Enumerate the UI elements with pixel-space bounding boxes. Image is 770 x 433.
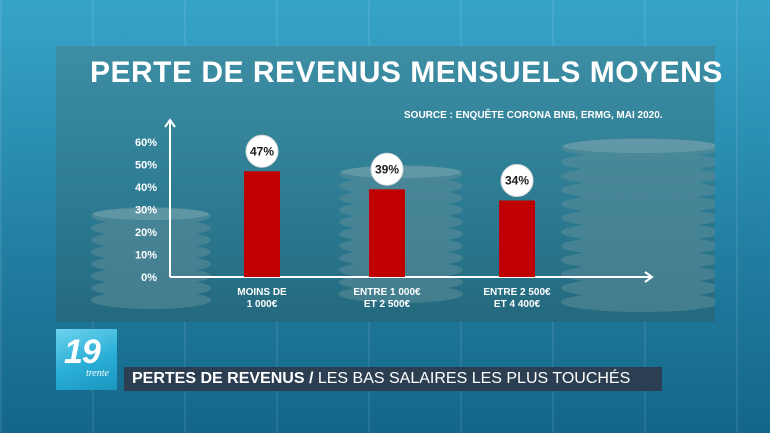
category-labels: MOINS DE1 000€ ENTRE 1 000€ET 2 500€ ENTRE…	[237, 287, 551, 310]
y-tick-label: 60%	[135, 137, 157, 149]
value-badge	[500, 164, 534, 197]
logo-subtitle: trente	[86, 368, 109, 379]
headline-bold: PERTES DE REVENUS	[132, 370, 305, 387]
chart-axes	[164, 118, 654, 283]
category-label: ENTRE 1 000€	[353, 287, 421, 298]
x-axis-arrow	[644, 271, 654, 283]
bar	[499, 200, 535, 277]
y-tick-labels: 0% 10% 20% 30% 40% 50% 60%	[135, 137, 157, 284]
bar	[244, 171, 280, 277]
value-label: 39%	[375, 162, 399, 176]
headline-separator: /	[308, 370, 314, 387]
chart-title: PERTE DE REVENUS MENSUELS MOYENS	[90, 56, 723, 89]
category-label: ENTRE 2 500€	[483, 287, 551, 298]
bars	[244, 171, 535, 277]
y-axis-arrow	[164, 118, 176, 128]
y-tick-label: 10%	[135, 250, 157, 262]
value-label: 47%	[250, 144, 274, 158]
value-badges: 47% 39% 34%	[245, 134, 534, 197]
chart-source: SOURCE : ENQUÊTE CORONA BNB, ERMG, MAI 2…	[404, 110, 663, 121]
category-label: ET 4 400€	[494, 299, 541, 310]
bar	[369, 189, 405, 277]
y-tick-label: 20%	[135, 227, 157, 239]
category-label: 1 000€	[247, 299, 278, 310]
value-badge	[370, 152, 404, 186]
value-label: 34%	[505, 174, 529, 188]
logo-number: 19	[64, 333, 101, 371]
lower-third-text: PERTES DE REVENUS / LES BAS SALAIRES LES…	[132, 370, 630, 388]
y-tick-label: 50%	[135, 160, 157, 172]
y-tick-label: 30%	[135, 205, 157, 217]
lower-third-banner: PERTES DE REVENUS / LES BAS SALAIRES LES…	[124, 367, 662, 391]
value-badge	[245, 134, 279, 168]
category-label: MOINS DE	[237, 287, 287, 298]
headline-rest: LES BAS SALAIRES LES PLUS TOUCHÉS	[317, 370, 631, 387]
category-label: ET 2 500€	[364, 299, 411, 310]
y-tick-label: 0%	[141, 272, 157, 284]
y-tick-label: 40%	[135, 182, 157, 194]
channel-logo: 19 trente	[56, 329, 117, 390]
